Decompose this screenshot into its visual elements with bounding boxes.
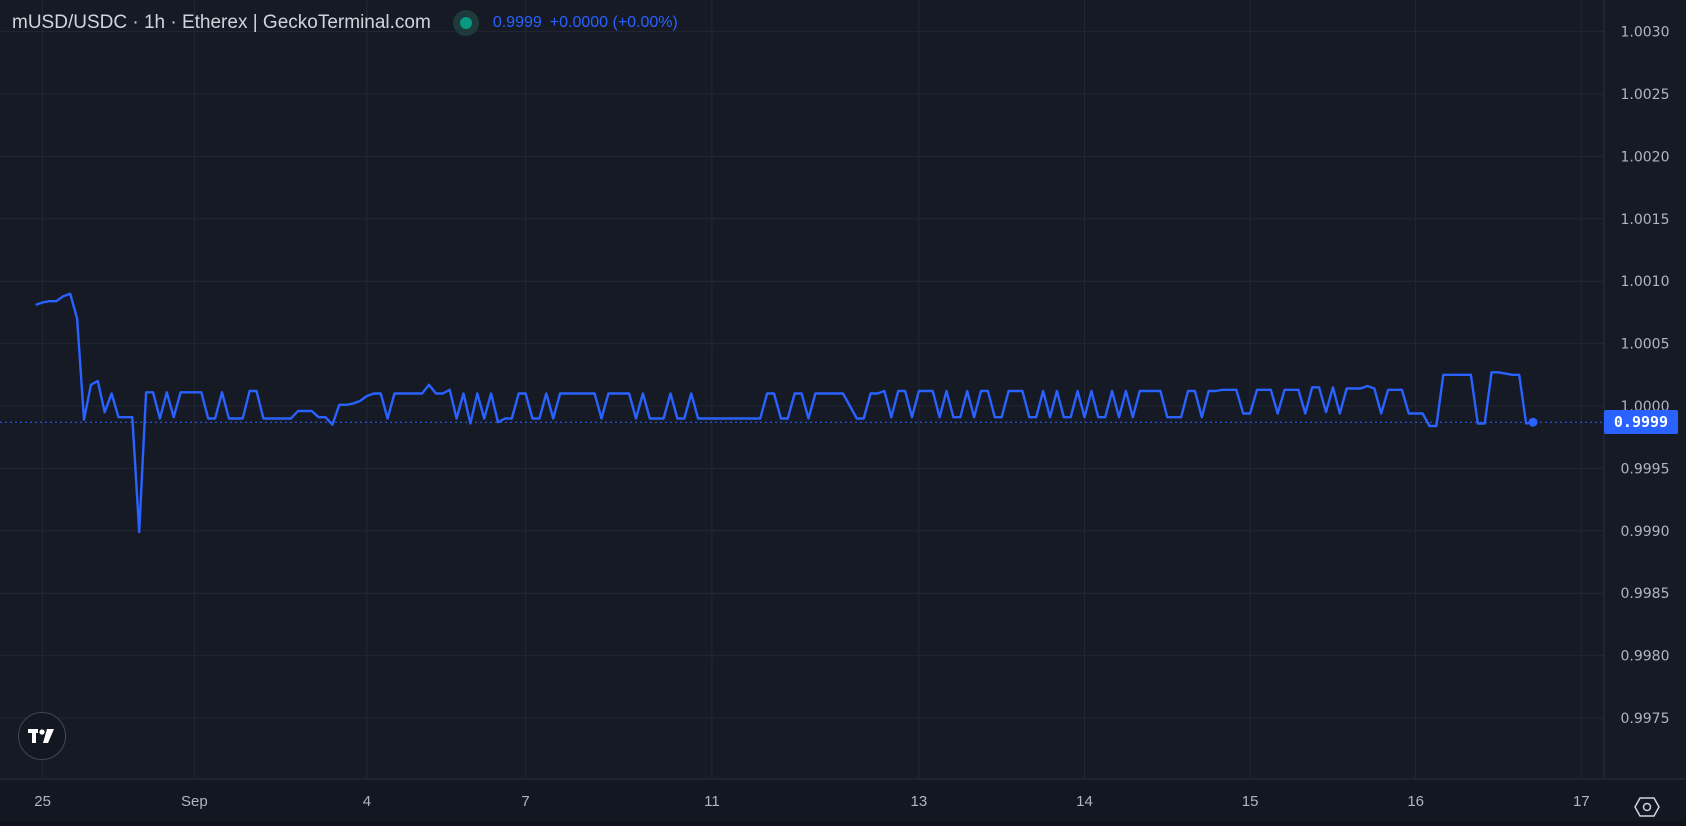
bottom-strip bbox=[0, 821, 1686, 826]
time-tick-label: 25 bbox=[34, 793, 51, 810]
last-price-dot bbox=[1528, 417, 1538, 427]
tradingview-logo-icon bbox=[28, 729, 54, 743]
price-line-series bbox=[35, 292, 1534, 534]
symbol-title: mUSD/USDC · 1h · Etherex | GeckoTerminal… bbox=[12, 12, 431, 33]
time-tick-label: 7 bbox=[521, 793, 529, 810]
price-tick-label: 0.9995 bbox=[1621, 461, 1670, 477]
time-tick-label: 16 bbox=[1407, 793, 1424, 810]
price-axis[interactable]: 1.00301.00251.00201.00151.00101.00051.00… bbox=[1621, 25, 1670, 727]
price-tick-label: 1.0015 bbox=[1621, 212, 1670, 228]
time-tick-label: Sep bbox=[181, 793, 208, 810]
time-axis[interactable] bbox=[0, 779, 1686, 826]
settings-eye-icon[interactable] bbox=[1632, 795, 1662, 819]
price-tick-label: 1.0005 bbox=[1621, 337, 1670, 353]
last-price-label: 0.9999 bbox=[1604, 410, 1678, 435]
time-axis-labels: 25 Sep 4 7 11 13 14 15 16 17 bbox=[34, 793, 1589, 810]
price-tick-label: 0.9975 bbox=[1621, 711, 1670, 727]
time-tick-label: 4 bbox=[363, 793, 371, 810]
time-tick-label: 17 bbox=[1573, 793, 1590, 810]
time-tick-label: 15 bbox=[1242, 793, 1259, 810]
price-tick-label: 0.9985 bbox=[1621, 586, 1670, 602]
market-status-indicator[interactable] bbox=[452, 10, 479, 36]
price-tick-label: 1.0020 bbox=[1621, 149, 1670, 165]
price-tick-label: 0.9980 bbox=[1621, 649, 1670, 665]
time-tick-label: 14 bbox=[1076, 793, 1093, 810]
price-change: +0.0000 (+0.00%) bbox=[549, 14, 678, 31]
chart-legend: mUSD/USDC · 1h · Etherex | GeckoTerminal… bbox=[12, 9, 678, 37]
status-dot-icon bbox=[459, 17, 472, 29]
horizontal-gridlines bbox=[0, 31, 1604, 719]
time-tick-label: 13 bbox=[911, 793, 928, 810]
tradingview-logo[interactable] bbox=[18, 712, 66, 760]
time-tick-label: 11 bbox=[704, 793, 720, 810]
price-tick-label: 1.0030 bbox=[1621, 25, 1670, 41]
price-tick-label: 0.9990 bbox=[1621, 524, 1670, 540]
price-tick-label: 1.0025 bbox=[1621, 87, 1670, 103]
vertical-gridlines bbox=[42, 0, 1582, 779]
last-price: 0.9999 bbox=[492, 14, 542, 31]
price-tick-label: 1.0010 bbox=[1621, 274, 1670, 290]
